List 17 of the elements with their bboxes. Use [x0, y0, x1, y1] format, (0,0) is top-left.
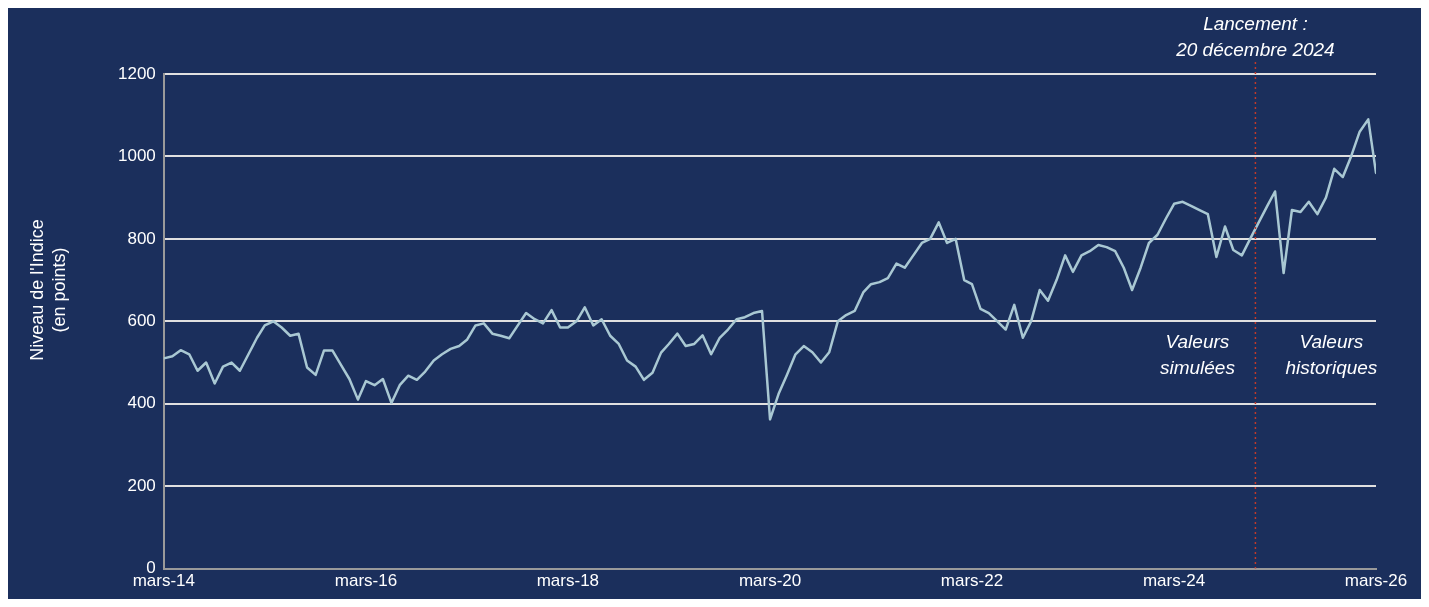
x-tick-label: mars-26: [1344, 571, 1408, 591]
x-tick-label: mars-16: [334, 571, 398, 591]
annotation: Valeurs simulées: [1159, 331, 1236, 379]
x-tick-label: mars-18: [536, 571, 600, 591]
y-tick-label: 600: [127, 310, 156, 330]
y-tick-label: 200: [127, 475, 156, 495]
y-tick-label: 0: [146, 558, 156, 578]
y-tick-label: 1000: [117, 146, 156, 166]
annotation: Valeurs historiques: [1285, 331, 1378, 379]
x-tick-label: mars-24: [1142, 571, 1206, 591]
x-tick-label: mars-22: [940, 571, 1004, 591]
y-tick-label: 400: [127, 393, 156, 413]
y-tick-label: 800: [127, 228, 156, 248]
x-tick-label: mars-20: [738, 571, 802, 591]
y-axis-title: Niveau de l'Indice (en points): [26, 218, 70, 363]
y-tick-label: 1200: [117, 63, 156, 83]
ref-line-label: Lancement : 20 décembre 2024: [1175, 12, 1335, 60]
